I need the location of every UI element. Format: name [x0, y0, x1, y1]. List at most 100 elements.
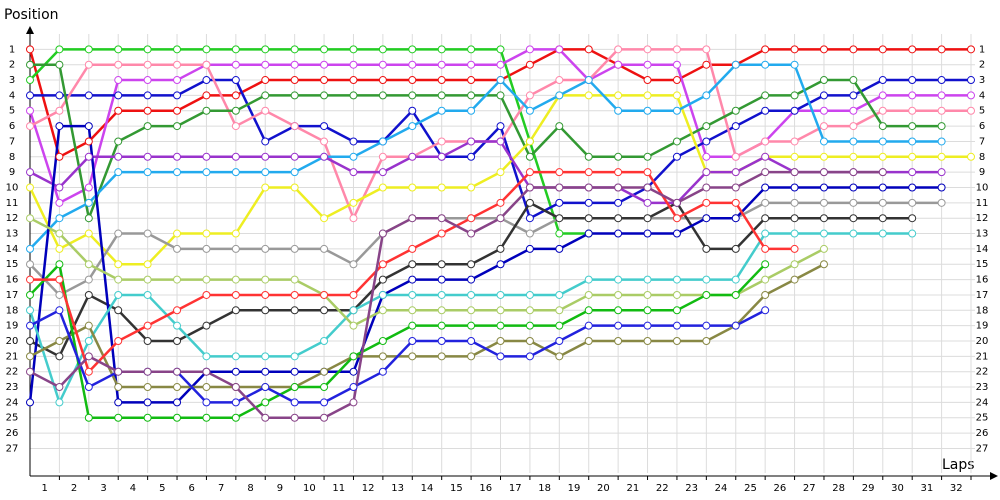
lap-marker: [349, 45, 358, 54]
lap-marker: [55, 352, 64, 361]
lap-marker: [408, 152, 417, 161]
lap-marker: [702, 198, 711, 207]
y-tick-label: 15: [6, 259, 19, 270]
lap-marker: [496, 91, 505, 100]
lap-marker: [878, 106, 887, 115]
lap-marker: [173, 76, 182, 85]
lap-marker: [173, 398, 182, 407]
lap-marker: [202, 60, 211, 69]
lap-marker: [349, 214, 358, 223]
lap-marker: [55, 275, 64, 284]
lap-marker: [26, 214, 34, 223]
lap-marker: [349, 76, 358, 85]
lap-marker: [937, 152, 946, 161]
lap-marker: [496, 336, 505, 345]
lap-marker: [26, 183, 34, 192]
lap-marker: [555, 168, 564, 177]
lap-marker: [320, 122, 329, 131]
lap-marker: [26, 352, 34, 361]
x-tick-label: 18: [538, 483, 551, 494]
x-tick-label: 15: [450, 483, 463, 494]
lap-marker: [114, 290, 123, 299]
lap-marker: [643, 60, 652, 69]
lap-marker: [437, 183, 446, 192]
lap-marker: [525, 214, 534, 223]
lap-marker: [84, 60, 93, 69]
lap-marker: [731, 183, 740, 192]
lap-marker: [878, 229, 887, 238]
lap-marker: [143, 260, 152, 269]
x-tick-label: 20: [597, 483, 610, 494]
lap-marker: [672, 45, 681, 54]
lap-marker: [290, 76, 299, 85]
y-tick-label: 17: [6, 290, 19, 301]
lap-marker: [819, 91, 828, 100]
lap-marker: [55, 45, 64, 54]
lap-marker: [908, 229, 917, 238]
lap-marker: [878, 137, 887, 146]
y-tick-label: 7: [9, 136, 15, 147]
lap-marker: [173, 383, 182, 392]
lap-marker: [290, 275, 299, 284]
lap-marker: [202, 76, 211, 85]
lap-marker: [908, 45, 917, 54]
lap-marker: [790, 260, 799, 269]
lap-marker: [467, 290, 476, 299]
series-line: [29, 263, 825, 389]
lap-marker: [467, 91, 476, 100]
lap-marker: [790, 275, 799, 284]
lap-marker: [231, 367, 240, 376]
lap-marker: [555, 229, 564, 238]
lap-marker: [672, 91, 681, 100]
lap-marker: [614, 183, 623, 192]
x-arrow: [990, 472, 998, 480]
lap-marker: [761, 183, 770, 192]
lap-marker: [937, 91, 946, 100]
lap-marker: [584, 306, 593, 315]
lap-marker: [467, 260, 476, 269]
lap-marker: [26, 168, 34, 177]
lap-marker: [114, 367, 123, 376]
lap-marker: [261, 137, 270, 146]
lap-marker: [408, 352, 417, 361]
lap-marker: [202, 45, 211, 54]
lap-marker: [643, 275, 652, 284]
lap-marker: [496, 260, 505, 269]
lap-marker: [437, 214, 446, 223]
lap-marker: [878, 198, 887, 207]
x-tick-label: 28: [832, 483, 845, 494]
lap-marker: [761, 306, 770, 315]
lap-marker: [467, 76, 476, 85]
lap-marker: [143, 275, 152, 284]
lap-marker: [26, 91, 34, 100]
lap-marker: [937, 183, 946, 192]
lap-marker: [349, 321, 358, 330]
lap-marker: [702, 275, 711, 284]
lap-marker: [408, 321, 417, 330]
lap-marker: [231, 122, 240, 131]
lap-marker: [702, 290, 711, 299]
lap-marker: [378, 336, 387, 345]
lap-marker: [261, 275, 270, 284]
lap-marker: [467, 137, 476, 146]
lap-marker: [290, 122, 299, 131]
lap-marker: [614, 214, 623, 223]
lap-marker: [496, 321, 505, 330]
lap-marker: [878, 122, 887, 131]
series-line: [29, 217, 825, 328]
lap-marker: [643, 168, 652, 177]
lap-marker: [967, 152, 976, 161]
lap-marker: [555, 214, 564, 223]
lap-marker: [731, 168, 740, 177]
lap-marker: [731, 198, 740, 207]
lap-marker: [55, 91, 64, 100]
lap-marker: [878, 91, 887, 100]
lap-marker: [378, 352, 387, 361]
lap-marker: [55, 260, 64, 269]
x-tick-label: 8: [247, 483, 253, 494]
lap-marker: [819, 260, 828, 269]
lap-marker: [378, 76, 387, 85]
lap-marker: [555, 122, 564, 131]
lap-marker: [26, 306, 34, 315]
lap-marker: [790, 45, 799, 54]
